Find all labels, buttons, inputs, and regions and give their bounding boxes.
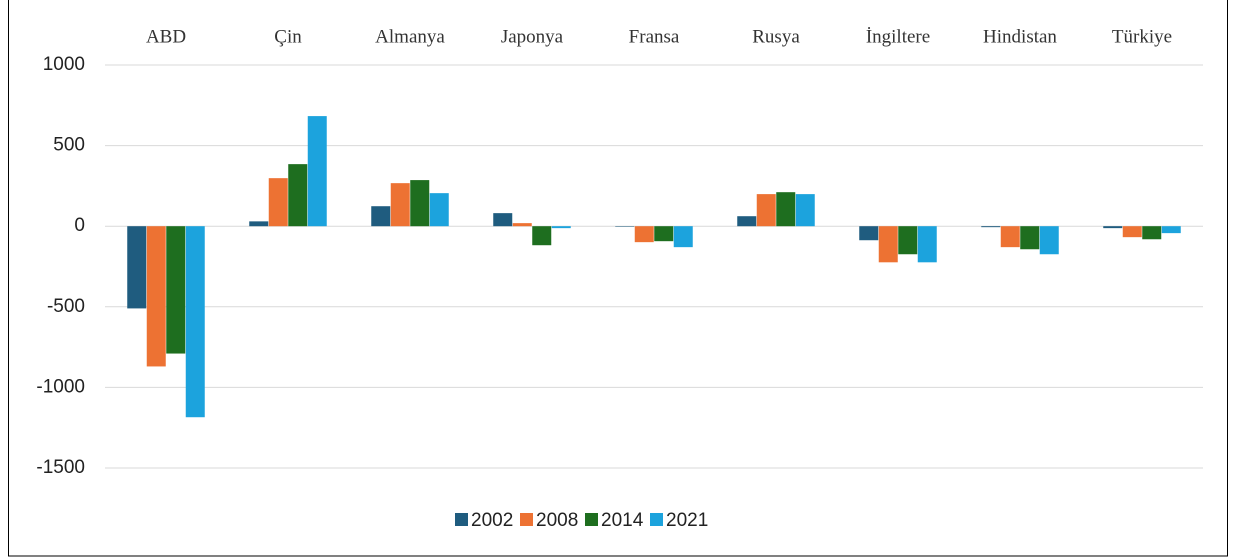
bar xyxy=(615,226,635,227)
bar xyxy=(634,226,654,243)
bar xyxy=(1122,226,1142,238)
bar xyxy=(512,223,532,227)
category-label: Türkiye xyxy=(1112,26,1172,47)
bar xyxy=(981,226,1001,228)
bar xyxy=(737,216,757,227)
bar xyxy=(859,226,879,241)
y-tick-label: 1000 xyxy=(43,54,85,75)
category-label: ABD xyxy=(146,26,186,47)
bar xyxy=(410,180,430,227)
category-label: İngiltere xyxy=(866,26,930,47)
bar xyxy=(1161,226,1181,234)
bar xyxy=(429,193,449,227)
bar xyxy=(249,221,269,227)
category-label: Japonya xyxy=(501,26,564,47)
y-tick-label: 500 xyxy=(53,135,85,156)
bar xyxy=(307,116,327,227)
legend-label: 2021 xyxy=(666,510,708,531)
bar xyxy=(493,213,513,227)
bar xyxy=(654,226,674,242)
bar xyxy=(146,226,166,367)
category-label: Çin xyxy=(274,26,302,47)
bar xyxy=(1000,226,1020,248)
bar xyxy=(776,192,796,227)
category-label: Almanya xyxy=(375,26,445,47)
y-tick-label: -1500 xyxy=(36,457,85,478)
y-tick-label: -500 xyxy=(47,296,85,317)
legend-label: 2002 xyxy=(471,510,513,531)
bar xyxy=(551,226,571,229)
y-tick-label: -1000 xyxy=(36,376,85,397)
bar xyxy=(127,226,147,309)
bar xyxy=(1039,226,1059,255)
legend-label: 2008 xyxy=(536,510,578,531)
bar xyxy=(532,226,552,246)
chart-frame xyxy=(8,0,1228,557)
bar xyxy=(1020,226,1040,250)
bar xyxy=(166,226,186,354)
bar xyxy=(878,226,898,263)
bar xyxy=(756,194,776,227)
bar xyxy=(898,226,918,255)
y-tick-label: 0 xyxy=(74,215,85,236)
bar xyxy=(673,226,693,248)
bar xyxy=(268,178,288,227)
bar xyxy=(390,183,410,227)
bar xyxy=(795,194,815,227)
bar xyxy=(288,164,308,227)
category-label: Rusya xyxy=(752,26,800,47)
legend-label: 2014 xyxy=(601,510,644,531)
bar xyxy=(1103,226,1123,229)
legend-swatch xyxy=(650,513,663,526)
legend-swatch xyxy=(520,513,533,526)
bar xyxy=(371,206,391,227)
category-label: Fransa xyxy=(629,26,680,47)
legend-swatch xyxy=(455,513,468,526)
legend-swatch xyxy=(585,513,598,526)
bar xyxy=(1142,226,1162,240)
bar xyxy=(917,226,937,263)
bar xyxy=(185,226,205,418)
category-label: Hindistan xyxy=(983,26,1057,47)
